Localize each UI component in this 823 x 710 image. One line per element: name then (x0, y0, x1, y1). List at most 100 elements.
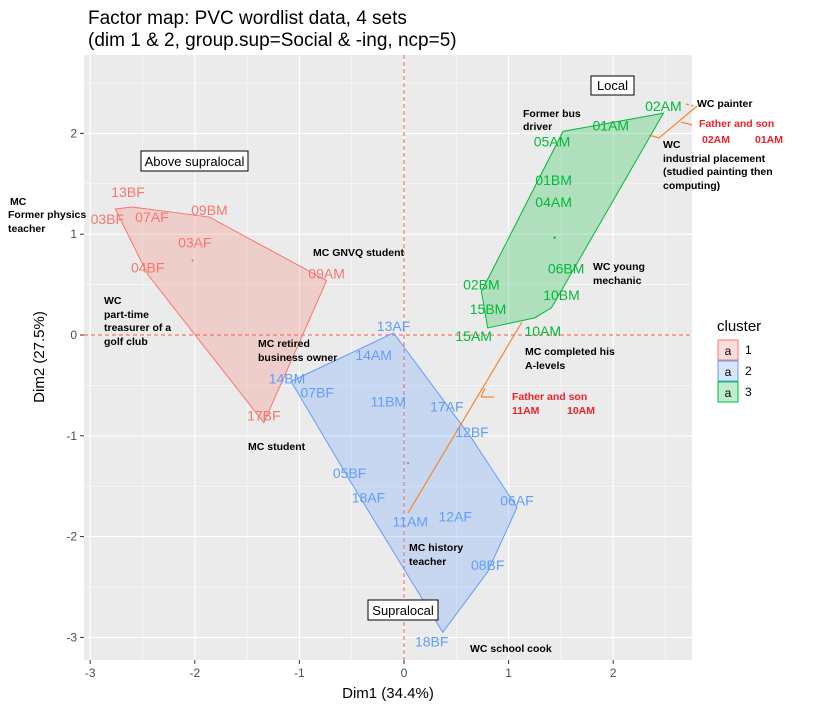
point-label-13BF: 13BF (111, 184, 144, 200)
legend-key-glyph: a (725, 365, 732, 379)
point-label-04AM: 04AM (535, 194, 572, 210)
svg-text:WC: WC (663, 139, 681, 151)
annotation-gnvq-student: MC GNVQ student (313, 247, 405, 259)
svg-text:industrial placement: industrial placement (663, 153, 766, 165)
point-label-12AF: 12AF (439, 508, 472, 524)
legend: cluster a 1a 2a 3 (717, 318, 761, 403)
annotation-mc-student: MC student (248, 441, 306, 453)
point-label-08BF: 08BF (471, 557, 504, 573)
svg-text:driver: driver (523, 121, 552, 133)
annotation-school-cook: WC school cook (470, 643, 552, 655)
svg-text:01AM: 01AM (755, 134, 783, 146)
chart-subtitle: (dim 1 & 2, group.sup=Social & -ing, ncp… (88, 30, 457, 51)
point-label-14AM: 14AM (355, 347, 392, 363)
trajectory-father-son-02am-01am (648, 105, 698, 139)
painter-leader (685, 103, 698, 108)
trajectory-arrow-tick (480, 387, 494, 398)
annotation-physics-teacher: MC Former physics teacher (8, 196, 86, 235)
y-tick-label: 2 (70, 126, 77, 140)
svg-text:A-levels: A-levels (525, 360, 565, 372)
y-tick-label: 0 (70, 328, 77, 342)
svg-text:golf club: golf club (104, 336, 148, 348)
annotation-young-mechanic: WC young mechanic (593, 261, 645, 287)
y-tick-label: -3 (66, 630, 77, 644)
svg-text:WC young: WC young (593, 261, 645, 273)
svg-text:business owner: business owner (258, 352, 337, 364)
point-label-07BF: 07BF (300, 385, 333, 401)
point-label-10AM: 10AM (524, 323, 561, 339)
point-label-05AM: 05AM (534, 133, 571, 149)
svg-text:treasurer of a: treasurer of a (104, 322, 171, 334)
cluster-hull-1 (114, 206, 328, 424)
annotation-bus-driver: Former bus driver (523, 108, 581, 133)
point-label-06AF: 06AF (500, 492, 533, 508)
legend-key-glyph: a (725, 386, 732, 400)
svg-text:11AM: 11AM (512, 405, 540, 417)
point-label-17AF: 17AF (430, 399, 463, 415)
svg-text:WC: WC (104, 295, 122, 307)
reference-lines (84, 55, 692, 660)
cluster-hull-3 (480, 112, 665, 329)
annotation-father-son-mid: Father and son 11AM 10AM (512, 391, 595, 417)
point-label-01AM: 01AM (593, 117, 630, 133)
point-label-06BM: 06BM (548, 261, 585, 277)
y-axis-label: Dim2 (27.5%) (31, 311, 48, 403)
annotation-retired-owner: MC retired business owner (258, 338, 337, 364)
chart-title: Factor map: PVC wordlist data, 4 sets (88, 8, 407, 29)
point-label-13AF: 13AF (377, 318, 410, 334)
svg-text:Father and son: Father and son (699, 118, 774, 130)
svg-text:part-time: part-time (104, 309, 149, 321)
region-label-supralocal: Supralocal (367, 599, 439, 621)
legend-label-3: 3 (745, 385, 752, 399)
annotation-father-son-top: Father and son 02AM 01AM (699, 118, 783, 146)
annotation-golf-treasurer: WC part-time treasurer of a golf club (104, 295, 171, 348)
legend-label-1: 1 (745, 343, 752, 357)
region-label-above-supralocal: Above supralocal (140, 150, 249, 172)
point-label-09AM: 09AM (308, 266, 345, 282)
point-label-18AF: 18AF (352, 489, 385, 505)
y-tick-label: -2 (66, 530, 77, 544)
annotation-history-teacher: MC history teacher (409, 542, 463, 568)
legend-title: cluster (717, 318, 761, 335)
x-axis-label: Dim1 (34.4%) (342, 685, 434, 702)
point-label-11AM: 11AM (393, 514, 429, 530)
legend-key-3 (717, 381, 739, 403)
svg-text:10AM: 10AM (567, 405, 595, 417)
point-label-15BM: 15BM (470, 301, 507, 317)
svg-text:MC history: MC history (409, 542, 463, 554)
cluster-centroid-3 (553, 236, 556, 239)
axis-ticks: -3 -2 -1 0 1 2 2 1 0 -1 -2 -3 (66, 126, 617, 680)
trajectory-father-son-11am-10am (407, 321, 523, 514)
point-label-07AF: 07AF (135, 209, 168, 225)
x-tick-label: 0 (401, 666, 408, 680)
x-tick-label: 2 (610, 666, 617, 680)
x-tick-label: -3 (85, 666, 96, 680)
svg-text:teacher: teacher (409, 556, 446, 568)
x-tick-label: 1 (505, 666, 512, 680)
point-label-18BF: 18BF (415, 633, 448, 649)
svg-text:02AM: 02AM (702, 134, 730, 146)
annotation-a-levels: MC completed his A-levels (525, 346, 615, 372)
point-label-11BM: 11BM (371, 394, 407, 410)
region-label-text: Supralocal (372, 603, 434, 618)
cluster-hulls (114, 112, 665, 634)
svg-text:MC completed his: MC completed his (525, 346, 615, 358)
point-labels: 13BF 03BF 07AF 09BM 03AF 04BF 09AM 17BF 13AF 14BM… (91, 98, 682, 649)
point-label-12BF: 12BF (455, 424, 488, 440)
svg-text:MC retired: MC retired (258, 338, 310, 350)
annotation-industrial-placement: WC industrial placement (studied paintin… (663, 139, 773, 192)
svg-text:teacher: teacher (8, 223, 45, 235)
point-label-04BF: 04BF (131, 260, 164, 276)
cluster-centroid-2 (406, 462, 410, 465)
point-label-14BM: 14BM (269, 370, 306, 386)
svg-text:computing): computing) (663, 180, 720, 192)
svg-text:Former bus: Former bus (523, 108, 581, 120)
y-tick-label: 1 (70, 227, 77, 241)
point-label-09BM: 09BM (191, 202, 228, 218)
region-label-text: Above supralocal (145, 154, 245, 169)
svg-text:Former physics: Former physics (8, 209, 86, 221)
x-tick-label: -2 (189, 666, 200, 680)
legend-label-2: 2 (745, 364, 752, 378)
point-label-17BF: 17BF (247, 408, 280, 424)
